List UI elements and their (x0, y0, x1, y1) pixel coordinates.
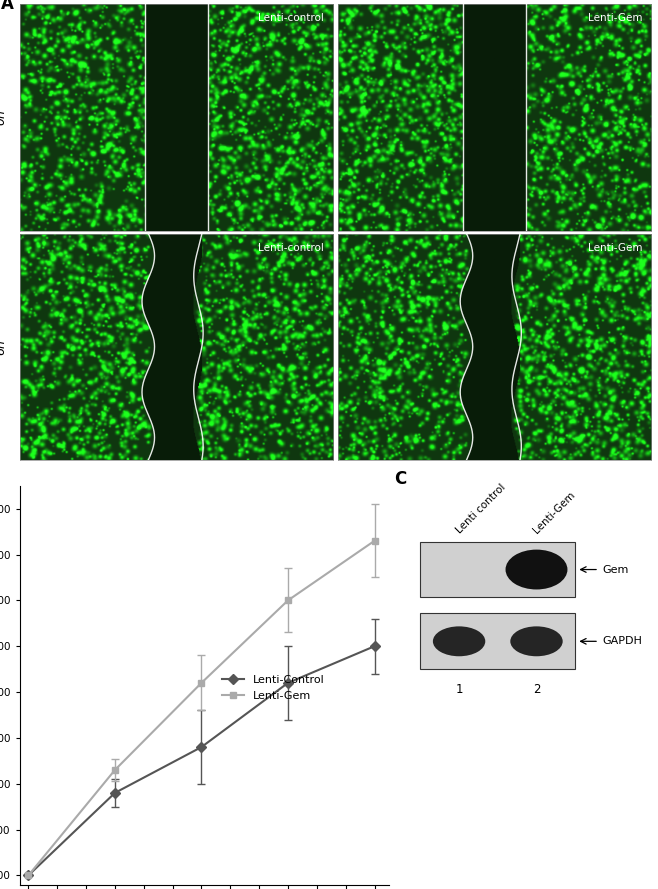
Ellipse shape (433, 627, 486, 656)
Text: Lenti-Gem: Lenti-Gem (588, 13, 642, 23)
Text: Lenti-Gem: Lenti-Gem (532, 490, 578, 536)
Text: 1: 1 (455, 683, 463, 696)
Text: A: A (1, 0, 14, 13)
Legend: Lenti-Control, Lenti-Gem: Lenti-Control, Lenti-Gem (217, 671, 329, 705)
Text: Lenti-control: Lenti-control (258, 13, 324, 23)
Ellipse shape (511, 627, 563, 656)
Text: 2: 2 (533, 683, 540, 696)
Text: C: C (394, 470, 407, 488)
Text: Lenti-control: Lenti-control (258, 243, 324, 253)
Ellipse shape (505, 549, 567, 589)
Text: Lenti-Gem: Lenti-Gem (588, 243, 642, 253)
Text: GAPDH: GAPDH (603, 637, 642, 646)
Bar (420, 613, 575, 669)
Text: Lenti control: Lenti control (455, 483, 508, 536)
Text: 6h: 6h (0, 339, 7, 355)
Text: Gem: Gem (603, 565, 629, 574)
Text: 0h: 0h (0, 109, 7, 125)
Bar (420, 541, 575, 597)
